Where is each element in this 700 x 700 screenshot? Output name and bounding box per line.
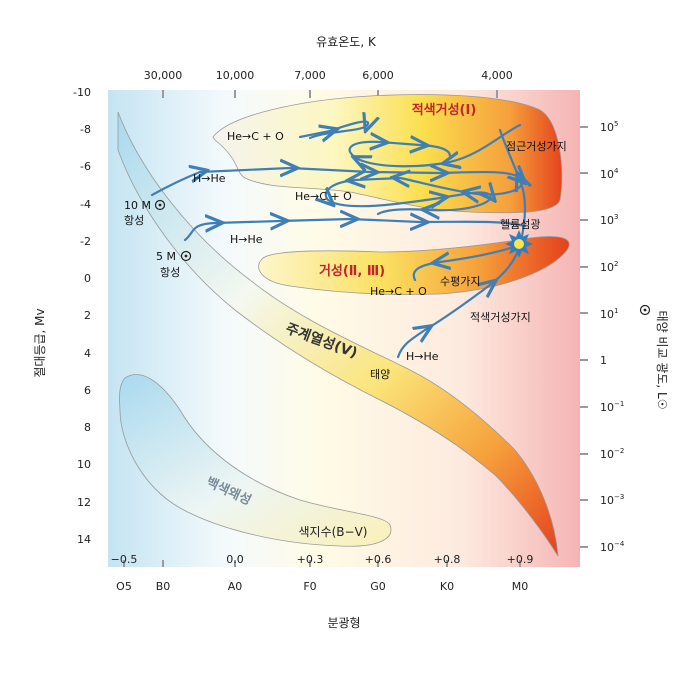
track-agb xyxy=(498,128,525,247)
track-5m-main xyxy=(183,219,527,242)
he-c-o-label: He→C + O xyxy=(295,190,352,203)
bottom-axis-title: 분광형 xyxy=(327,616,360,630)
right-tick-label: 10−3 xyxy=(600,493,624,507)
bottom-axis-tick-labels: O5 B0 A0 F0 G0 K0 M0 xyxy=(116,580,528,593)
he-c-o-label: He→C + O xyxy=(370,285,427,298)
color-index-label: 색지수(B−V) xyxy=(299,525,368,539)
right-axis-title: 태양 비교 광도, L☉ xyxy=(655,311,669,410)
bottom-tick-marks xyxy=(123,560,521,567)
right-tick-label: 105 xyxy=(600,120,618,134)
bottom-tick-label: O5 xyxy=(116,580,132,593)
color-index-value: +0.8 xyxy=(434,553,461,566)
he-c-o-label: He→C + O xyxy=(227,130,284,143)
left-axis-title: 절대등급, Mv xyxy=(33,308,47,377)
h-he-label: H→He xyxy=(193,172,226,185)
left-tick-label: 14 xyxy=(77,533,91,546)
color-index-value: −0.5 xyxy=(111,553,138,566)
left-tick-label: -6 xyxy=(80,160,91,173)
color-index-value: +0.6 xyxy=(365,553,392,566)
bottom-tick-label: K0 xyxy=(440,580,454,593)
color-index-values: −0.5 0.0 +0.3 +0.6 +0.8 +0.9 xyxy=(111,553,534,566)
giant-label: 거성(Ⅱ, Ⅲ) xyxy=(319,264,385,279)
left-tick-label: 12 xyxy=(77,496,91,509)
star-10m-label: 10 M xyxy=(124,199,151,212)
bottom-tick-label: G0 xyxy=(370,580,386,593)
track-upper-return xyxy=(348,123,522,166)
top-axis-title: 유효온도, K xyxy=(316,35,377,49)
left-axis-tick-labels: -10 -8 -6 -4 -2 0 2 4 6 8 10 12 14 xyxy=(73,86,91,546)
main-sequence-region xyxy=(117,111,559,557)
top-tick-label: 6,000 xyxy=(362,69,394,82)
helium-flash-star xyxy=(505,230,533,258)
helium-flash-label: 헬륨섬광 xyxy=(500,218,540,231)
left-tick-label: 4 xyxy=(84,347,91,360)
top-tick-label: 10,000 xyxy=(216,69,255,82)
left-tick-label: -10 xyxy=(73,86,91,99)
left-tick-label: 6 xyxy=(84,384,91,397)
track-annotations: He→C + O He→C + O He→C + O H→He H→He H→H… xyxy=(124,130,567,381)
evolution-tracks xyxy=(150,122,527,359)
top-axis-tick-labels: 30,000 10,000 7,000 6,000 4,000 xyxy=(144,69,513,82)
top-tick-label: 30,000 xyxy=(144,69,183,82)
top-tick-label: 7,000 xyxy=(294,69,326,82)
sun-symbol-5m xyxy=(180,250,192,262)
sun-symbol-right-axis xyxy=(639,304,651,316)
agb-label: 점근거성가지 xyxy=(506,140,567,153)
color-index-value: 0.0 xyxy=(226,553,244,566)
track-horizontal-branch xyxy=(412,243,522,282)
right-tick-label: 103 xyxy=(600,213,618,227)
right-tick-label: 102 xyxy=(600,260,618,274)
bottom-tick-label: F0 xyxy=(303,580,316,593)
star-5m-sublabel: 항성 xyxy=(160,266,180,279)
star-5m-label: 5 M xyxy=(156,250,176,263)
bottom-tick-label: M0 xyxy=(512,580,529,593)
supergiant-label: 적색거성(Ⅰ) xyxy=(412,102,477,118)
right-tick-marks xyxy=(580,126,588,548)
color-index-value: +0.9 xyxy=(507,553,534,566)
right-tick-label: 10−1 xyxy=(600,400,624,414)
left-tick-label: -4 xyxy=(80,198,91,211)
right-tick-label: 101 xyxy=(600,307,618,321)
left-tick-label: 8 xyxy=(84,421,91,434)
sun-label: 태양 xyxy=(370,368,390,381)
top-tick-label: 4,000 xyxy=(481,69,513,82)
track-10m-upper-loop xyxy=(298,122,368,138)
horizontal-branch-label: 수평가지 xyxy=(440,275,480,288)
left-tick-label: -8 xyxy=(80,123,91,136)
h-he-label: H→He xyxy=(406,350,439,363)
track-giant-branch xyxy=(396,243,522,359)
sun-symbol-10m xyxy=(154,199,166,211)
right-tick-label: 104 xyxy=(600,167,619,181)
left-tick-label: 0 xyxy=(84,272,91,285)
red-giant-branch-label: 적색거성가지 xyxy=(470,311,531,324)
right-tick-label: 1 xyxy=(600,354,607,367)
h-he-label: H→He xyxy=(230,233,263,246)
left-tick-label: 2 xyxy=(84,309,91,322)
star-10m-sublabel: 항성 xyxy=(124,214,144,227)
left-tick-label: -2 xyxy=(80,235,91,248)
right-axis-tick-labels: 105 104 103 102 101 1 10−1 10−2 10−3 10−… xyxy=(600,120,625,554)
bottom-tick-label: B0 xyxy=(156,580,171,593)
color-index-value: +0.3 xyxy=(297,553,324,566)
right-tick-label: 10−4 xyxy=(600,540,625,554)
track-10m-main xyxy=(150,168,522,214)
left-tick-label: 10 xyxy=(77,458,91,471)
bottom-tick-label: A0 xyxy=(228,580,243,593)
top-tick-marks xyxy=(162,90,498,98)
right-tick-label: 10−2 xyxy=(600,447,624,461)
white-dwarf-region xyxy=(119,374,392,547)
